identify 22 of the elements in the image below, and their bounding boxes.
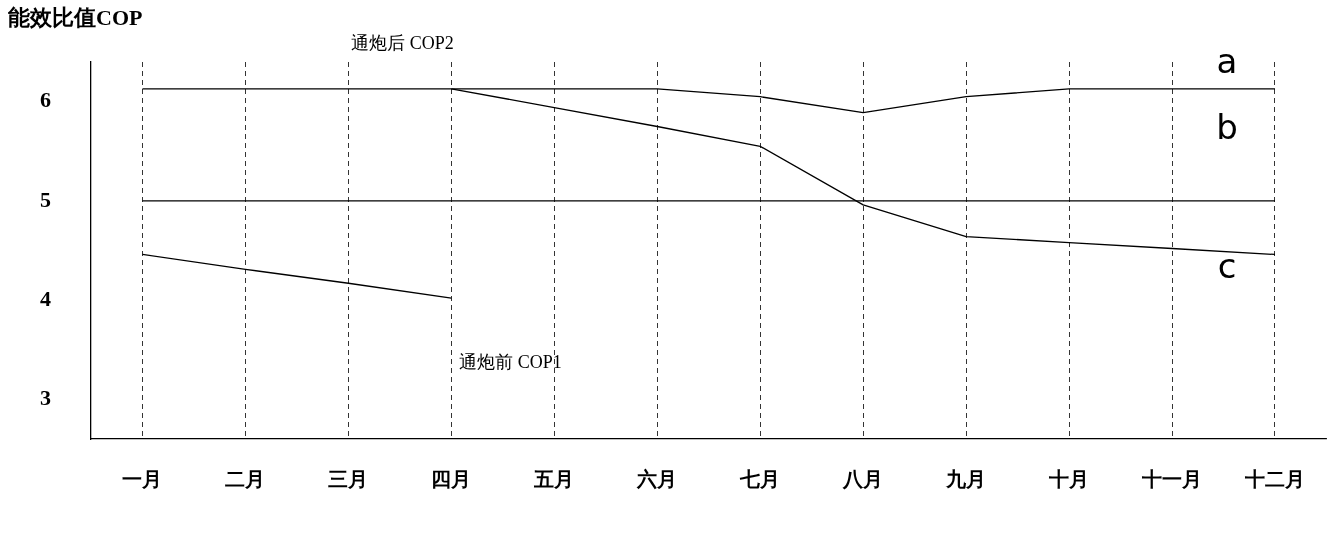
- x-tick-label: 九月: [945, 468, 987, 491]
- x-tick-label: 五月: [533, 468, 575, 491]
- y-tick-label: 4: [40, 285, 51, 311]
- y-tick-label: 6: [40, 87, 51, 113]
- annotation: c: [1217, 246, 1237, 287]
- annotation: 通炮前 COP1: [459, 352, 562, 373]
- x-tick-label: 三月: [328, 468, 369, 491]
- x-tick-label: 六月: [636, 468, 678, 491]
- x-tick-label: 七月: [739, 468, 781, 491]
- x-tick-label: 十月: [1048, 468, 1090, 491]
- text: 通炮后 COP2: [351, 32, 454, 53]
- x-tick-label: 十一月: [1141, 468, 1203, 491]
- annotation: b: [1216, 106, 1238, 147]
- x-tick-label: 一月: [122, 468, 163, 491]
- x-tick-label: 二月: [225, 468, 266, 491]
- x-tick-label: 四月: [431, 468, 472, 491]
- y-tick-label: 5: [40, 186, 51, 212]
- y-tick-label: 3: [40, 385, 51, 410]
- annotation: a: [1216, 40, 1238, 81]
- x-tick-label: 八月: [842, 468, 884, 491]
- y-axis-title: 能效比值COP: [8, 4, 143, 30]
- x-tick-label: 十二月: [1244, 468, 1305, 491]
